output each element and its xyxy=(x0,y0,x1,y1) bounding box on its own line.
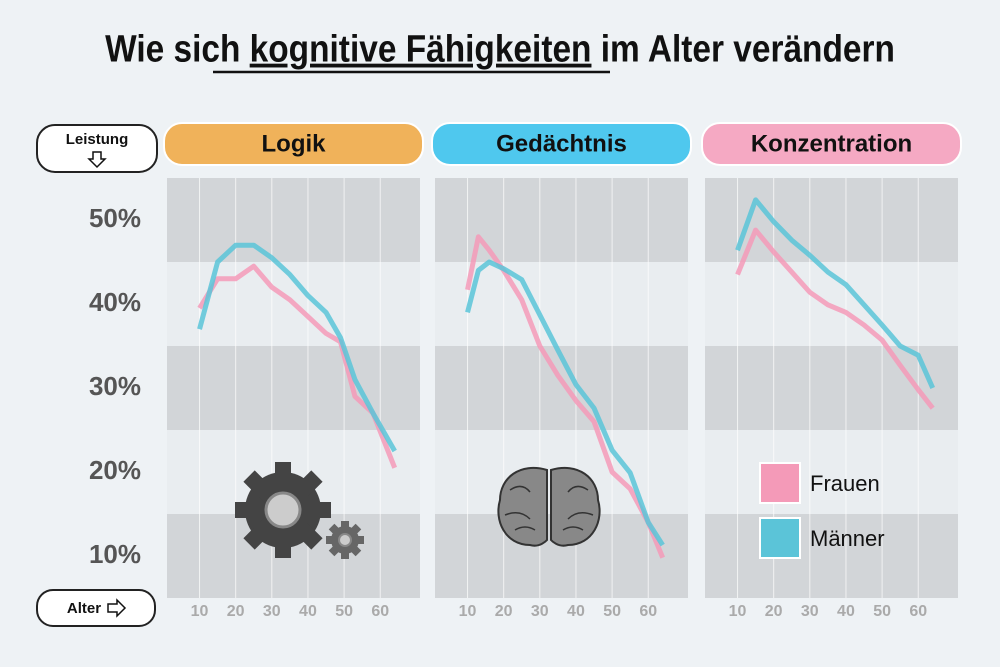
series-line xyxy=(735,197,935,390)
legend-label: Frauen xyxy=(810,471,880,496)
arrow-down xyxy=(87,151,107,169)
x-tick-label: 60 xyxy=(639,603,657,620)
pill xyxy=(36,589,156,627)
x-tick-label: 50 xyxy=(335,603,353,620)
x-tick-label: 40 xyxy=(299,603,317,620)
panel-title: Konzentration xyxy=(751,130,912,157)
x-tick-label: 30 xyxy=(263,603,281,620)
x-tick-label: 40 xyxy=(567,603,585,620)
y-tick-label: 40% xyxy=(89,287,141,317)
y-tick-label: 10% xyxy=(89,539,141,569)
series-line xyxy=(465,259,665,547)
arrow-right xyxy=(107,598,127,618)
title-pill xyxy=(163,122,424,166)
series-line xyxy=(465,234,666,559)
legend-label: Männer xyxy=(810,526,885,551)
panel-title: Logik xyxy=(262,130,327,157)
x-tick-label: 10 xyxy=(729,603,747,620)
legend-swatch xyxy=(759,517,801,559)
grid-band xyxy=(705,514,958,598)
x-tick-label: 40 xyxy=(837,603,855,620)
gear-hole xyxy=(264,491,302,529)
brain-icon xyxy=(497,467,601,547)
x-tick-label: 10 xyxy=(191,603,209,620)
x-tick-label: 20 xyxy=(765,603,783,620)
gear-icon xyxy=(235,462,331,558)
legend-swatch xyxy=(759,462,801,504)
panel-title: Gedächtnis xyxy=(496,130,627,157)
headline-part: im Alter verändern xyxy=(591,28,894,70)
headline-part: kognitive Fähigkeiten xyxy=(250,28,592,70)
x-tick-label: 20 xyxy=(227,603,245,620)
x-tick-label: 60 xyxy=(371,603,389,620)
grid-band xyxy=(167,346,420,430)
y-axis-label: Leistung xyxy=(66,131,129,148)
x-label-pill: Alter xyxy=(36,589,156,627)
series-line xyxy=(197,242,397,453)
y-tick-label: 20% xyxy=(89,455,141,485)
x-tick-label: 50 xyxy=(603,603,621,620)
x-tick-label: 50 xyxy=(873,603,891,620)
pill xyxy=(36,124,158,173)
x-tick-label: 10 xyxy=(459,603,477,620)
x-tick-label: 30 xyxy=(531,603,549,620)
title-pill xyxy=(431,122,692,166)
headline-part: Wie sich xyxy=(105,28,250,70)
x-tick-label: 30 xyxy=(801,603,819,620)
grid-band xyxy=(705,430,958,514)
y-tick-label: 30% xyxy=(89,371,141,401)
small-gear-icon xyxy=(326,521,364,559)
y-tick-label: 50% xyxy=(89,203,141,233)
grid-band xyxy=(167,178,420,262)
grid-band xyxy=(435,178,688,262)
series-line xyxy=(197,263,398,469)
title-pill xyxy=(701,122,962,166)
series-line xyxy=(735,227,935,410)
headline: Wie sich kognitive Fähigkeiten im Alter … xyxy=(105,28,895,70)
grid-band xyxy=(705,178,958,262)
x-axis-label: Alter xyxy=(67,600,101,617)
y-label-pill: Leistung xyxy=(36,124,158,173)
icons xyxy=(235,462,601,559)
x-tick-label: 60 xyxy=(909,603,927,620)
x-tick-label: 20 xyxy=(495,603,513,620)
